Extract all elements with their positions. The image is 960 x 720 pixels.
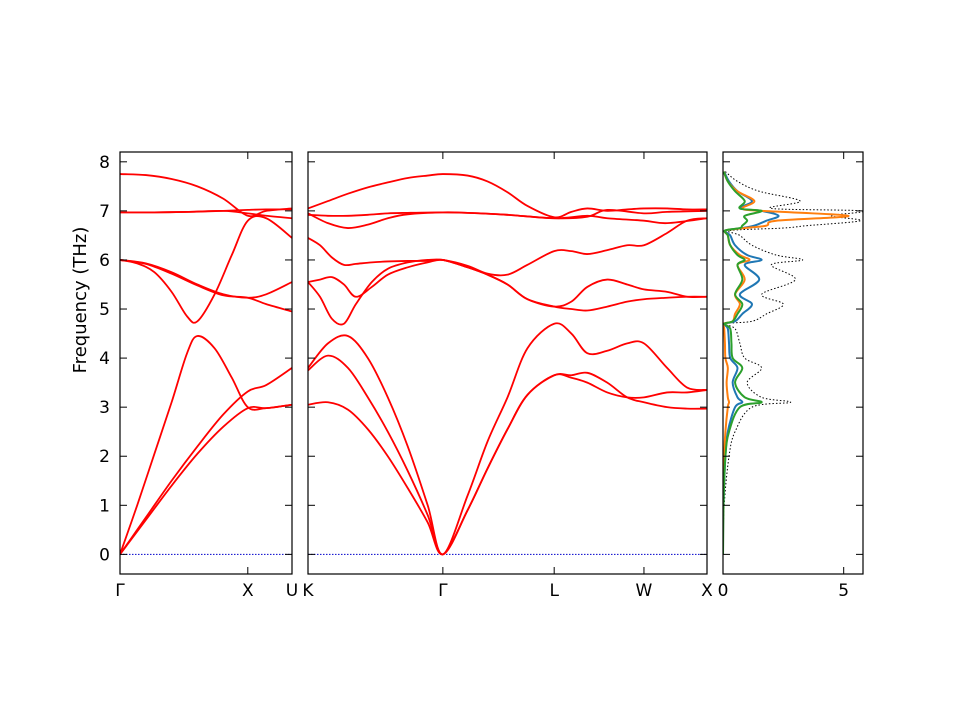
phonon-branch-4 — [308, 237, 707, 308]
phonon-branch-4 — [120, 259, 292, 299]
dos-plot-area — [723, 171, 863, 555]
phonon-branch-0 — [120, 367, 292, 555]
dos-curve-0 — [723, 171, 863, 555]
dos-curve-1 — [723, 171, 780, 555]
band-right-frame — [307, 151, 708, 575]
phonon-branch-7 — [120, 209, 292, 220]
band-left-frame — [119, 151, 293, 575]
x-tick-label: 0 — [718, 581, 729, 601]
phonon-branch-3 — [120, 215, 292, 324]
x-tick-label: L — [549, 581, 559, 601]
dos-curve-2 — [723, 171, 850, 555]
dos-frame — [722, 151, 864, 575]
x-tick-label: 5 — [838, 581, 849, 601]
x-tick-label: K — [302, 581, 314, 601]
y-tick-label: 4 — [99, 349, 110, 369]
y-tick-label: 8 — [99, 153, 110, 173]
phonon-branch-8 — [308, 173, 707, 219]
y-tick-label: 7 — [99, 202, 110, 222]
y-axis-label: Frequency (THz) — [70, 227, 91, 374]
x-tick-label: Γ — [438, 581, 448, 601]
phonon-branch-8 — [120, 173, 292, 218]
y-tick-label: 5 — [99, 300, 110, 320]
band-left-panel: 0 1 2 3 4 5 6 7 8 Γ X U — [99, 151, 298, 601]
phonon-branch-7 — [308, 208, 707, 229]
phonon-branch-3 — [308, 217, 707, 326]
phonon-branch-2 — [120, 335, 292, 555]
x-tick-label: X — [242, 581, 254, 601]
x-tick-label: Γ — [115, 581, 125, 601]
phonon-branch-5 — [120, 259, 292, 313]
phonon-branch-2 — [308, 371, 707, 556]
band-left-plot-area — [120, 173, 292, 555]
x-tick-label: U — [286, 581, 298, 601]
y-tick-label: 0 — [99, 545, 110, 565]
y-tick-label: 1 — [99, 496, 110, 516]
phonon-branch-5 — [308, 258, 707, 312]
x-tick-label: X — [701, 581, 713, 601]
y-tick-label: 2 — [99, 447, 110, 467]
x-tick-label: W — [636, 581, 653, 601]
y-tick-label: 3 — [99, 398, 110, 418]
phonon-branch-1 — [308, 354, 707, 556]
y-tick-label: 6 — [99, 251, 110, 271]
phonon-branch-0 — [308, 322, 707, 556]
dos-curve-3 — [723, 171, 763, 555]
band-right-plot-area — [308, 173, 707, 556]
